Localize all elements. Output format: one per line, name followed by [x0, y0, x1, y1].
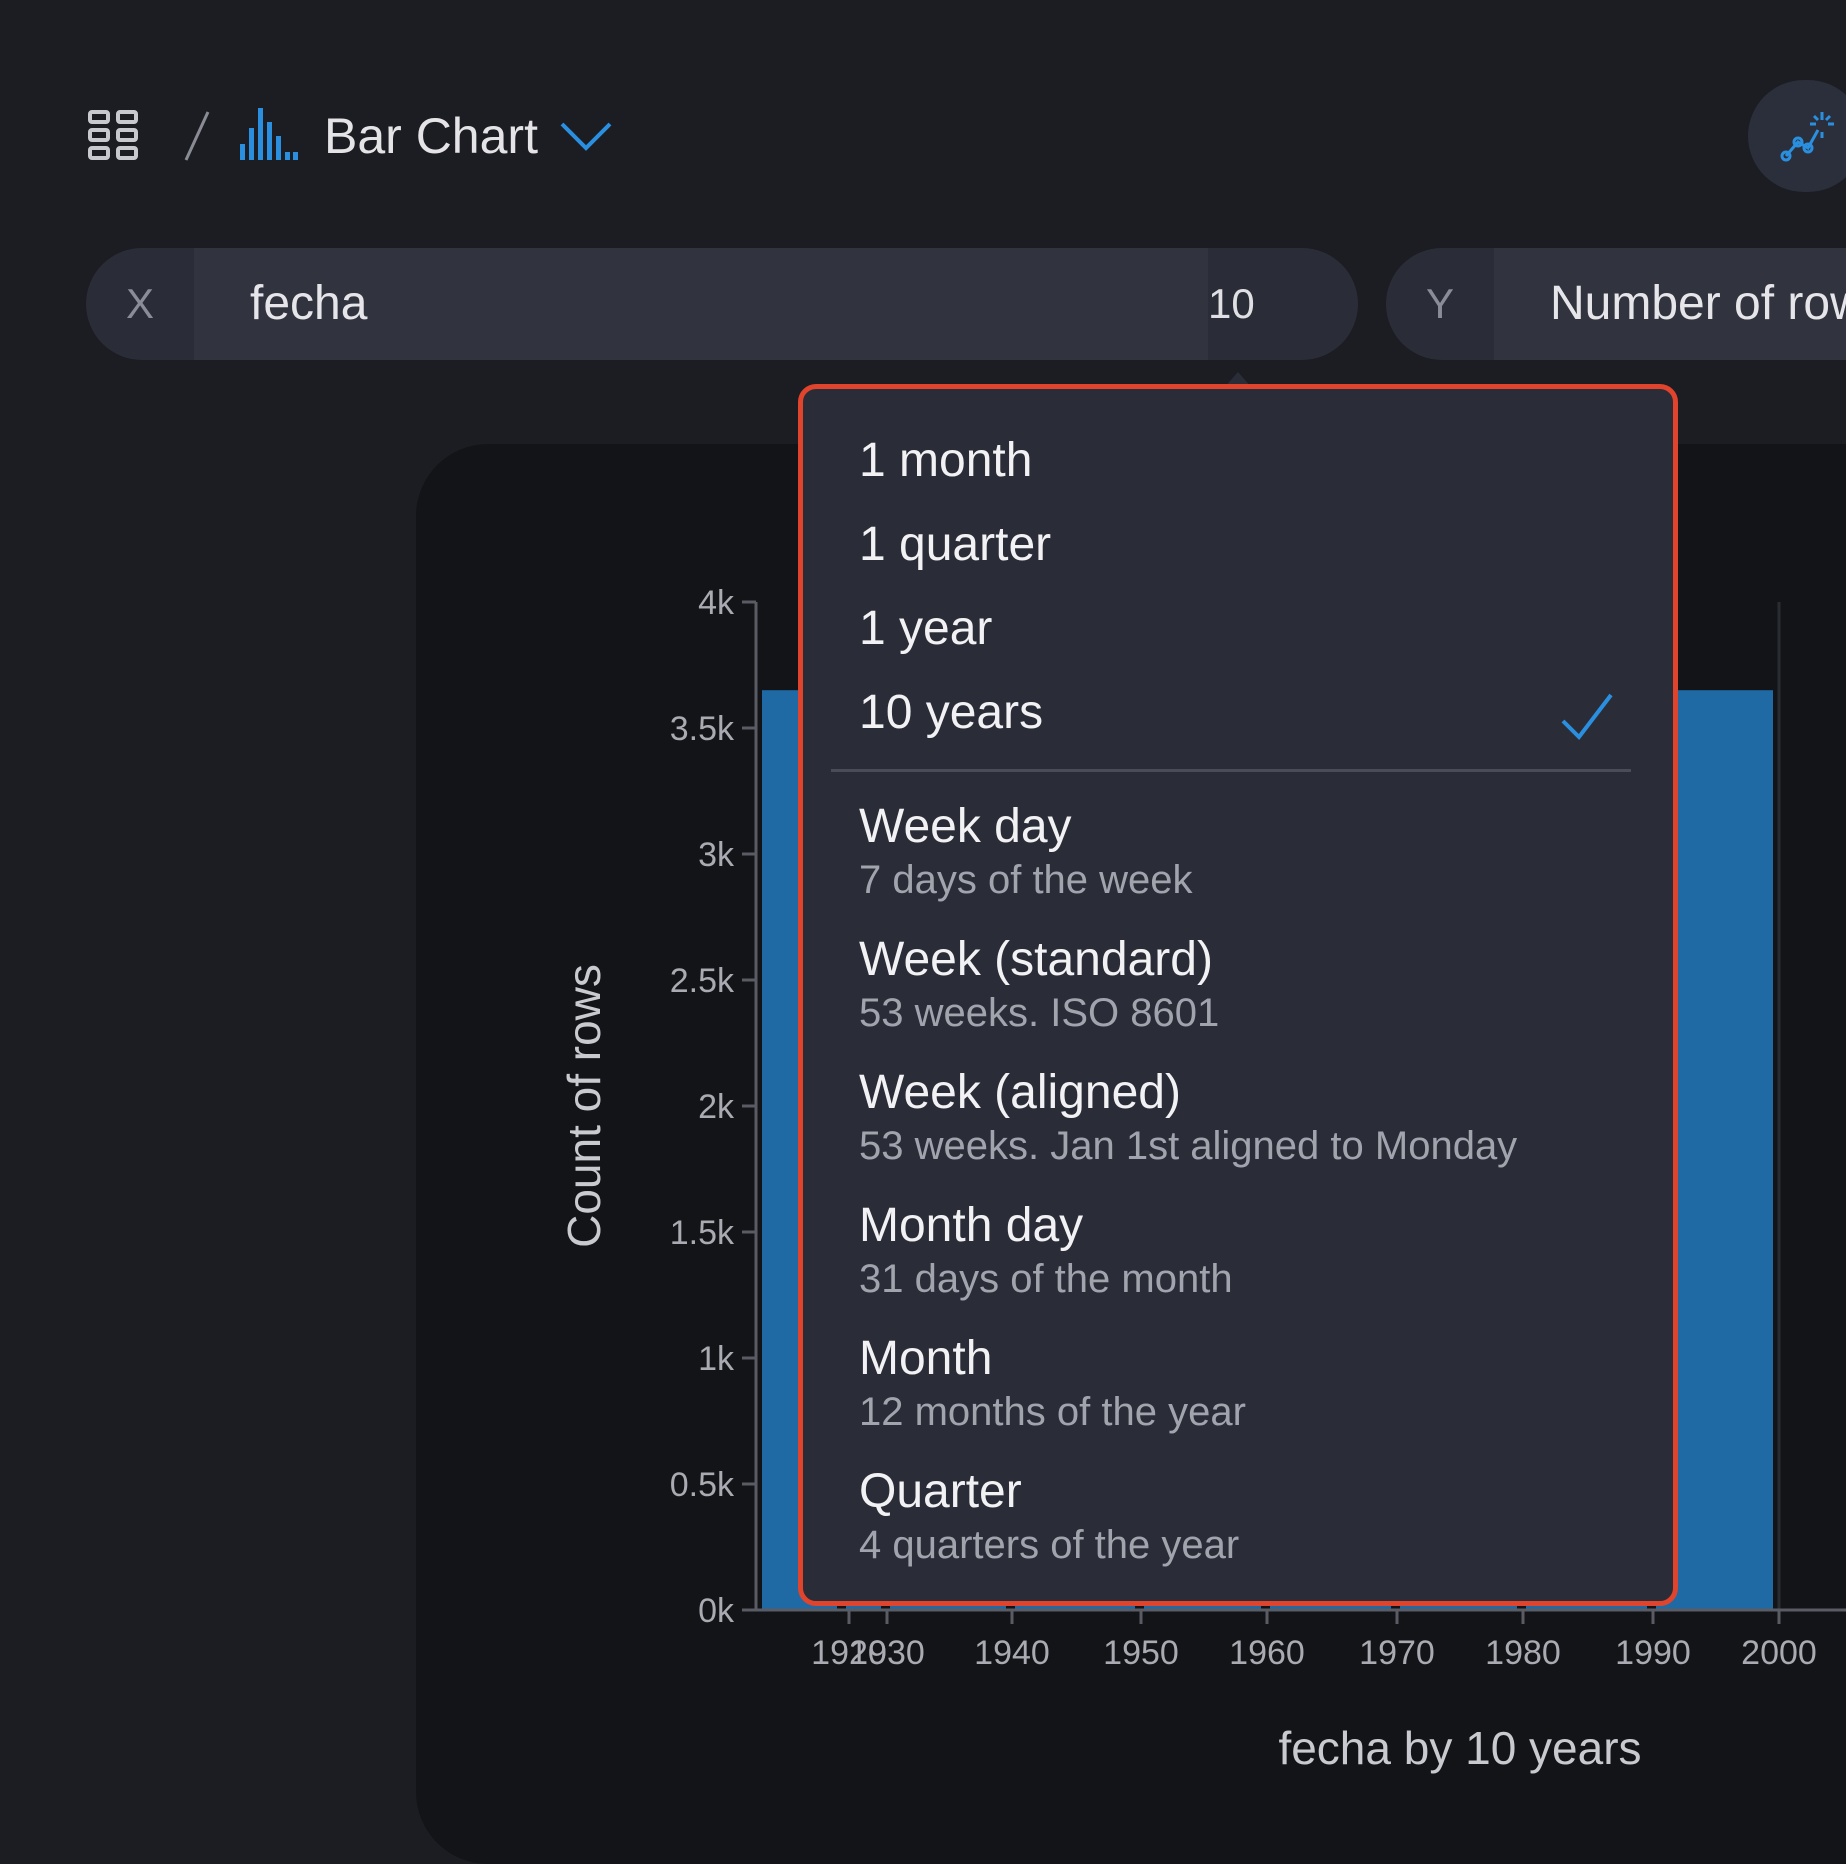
menu-item-label: 1 year	[859, 602, 993, 655]
menu-item-week-day[interactable]: Week day 7 days of the week	[859, 799, 1633, 905]
x-tick-label: 1960	[1229, 1634, 1305, 1672]
menu-item-month[interactable]: Month 12 months of the year	[859, 1331, 1633, 1437]
check-icon	[1561, 693, 1613, 741]
y-tick-label: 1k	[698, 1340, 735, 1378]
menu-item-label: Week day	[859, 800, 1072, 853]
y-tick-label: 3.5k	[670, 710, 735, 748]
x-tick-label: 1930	[849, 1634, 925, 1672]
y-axis-key: Y	[1425, 280, 1454, 327]
menu-item-description: 31 days of the month	[859, 1257, 1233, 1301]
menu-item-label: Month	[859, 1332, 993, 1385]
y-tick-label: 0k	[698, 1592, 735, 1630]
menu-item-week-standard[interactable]: Week (standard) 53 weeks. ISO 8601	[859, 932, 1633, 1038]
menu-divider	[831, 769, 1631, 772]
menu-item-description: 12 months of the year	[859, 1390, 1246, 1434]
menu-item-month-day[interactable]: Month day 31 days of the month	[859, 1198, 1633, 1304]
x-tick-label: 1970	[1359, 1634, 1435, 1672]
menu-item-week-aligned[interactable]: Week (aligned) 53 weeks. Jan 1st aligned…	[859, 1065, 1633, 1171]
x-axis-title: fecha by 10 years	[1278, 1722, 1641, 1774]
y-tick-label: 4k	[698, 584, 735, 622]
menu-item-description: 53 weeks. ISO 8601	[859, 991, 1220, 1035]
x-tick-label: 1940	[974, 1634, 1050, 1672]
chevron-down-icon[interactable]	[558, 118, 614, 154]
y-tick-label: 2k	[698, 1088, 735, 1126]
x-axis-selector: X fecha 10 years	[86, 248, 1358, 360]
menu-item-1-year[interactable]: 1 year	[859, 601, 1633, 657]
x-tick-label: 1950	[1103, 1634, 1179, 1672]
bar-chart-icon	[240, 108, 298, 160]
menu-item-1-month[interactable]: 1 month	[859, 433, 1633, 489]
x-axis-field[interactable]: fecha	[194, 248, 1208, 360]
x-tick-label: 1980	[1485, 1634, 1561, 1672]
y-tick-label: 3k	[698, 836, 735, 874]
y-axis-field[interactable]: Number of rows	[1494, 248, 1846, 360]
menu-item-label: Quarter	[859, 1465, 1022, 1518]
y-axis-title: Count of rows	[558, 964, 610, 1248]
grid-icon[interactable]	[88, 110, 140, 162]
y-tick-label: 1.5k	[670, 1214, 735, 1252]
x-tick-label: 1990	[1615, 1634, 1691, 1672]
bin-dropdown-menu: 1 month 1 quarter 1 year 10 years Week d…	[798, 384, 1678, 1606]
menu-item-label: 1 month	[859, 434, 1033, 487]
menu-item-label: Week (aligned)	[859, 1066, 1181, 1119]
menu-item-quarter[interactable]: Quarter 4 quarters of the year	[859, 1464, 1633, 1570]
y-axis-selector: Y Number of rows	[1386, 248, 1846, 360]
menu-item-label: Week (standard)	[859, 933, 1213, 986]
menu-item-10-years[interactable]: 10 years	[859, 685, 1633, 741]
menu-item-label: 1 quarter	[859, 518, 1052, 571]
y-tick-label: 0.5k	[670, 1466, 735, 1504]
menu-item-1-quarter[interactable]: 1 quarter	[859, 517, 1633, 573]
y-tick-label: 2.5k	[670, 962, 735, 1000]
breadcrumb-separator	[184, 111, 210, 161]
x-axis-bin-selector[interactable]: 10 years	[1208, 280, 1255, 327]
menu-item-label: Month day	[859, 1199, 1084, 1252]
x-tick-label: 2000	[1741, 1634, 1817, 1672]
menu-item-description: 4 quarters of the year	[859, 1523, 1240, 1567]
x-axis-key: X	[125, 280, 154, 327]
x-tick-label: 1920	[811, 1634, 887, 1672]
magic-wand-icon	[1780, 112, 1834, 162]
magic-wand-button[interactable]	[1748, 80, 1846, 192]
chart-type-label[interactable]: Bar Chart	[324, 108, 538, 164]
menu-item-description: 53 weeks. Jan 1st aligned to Monday	[859, 1124, 1518, 1168]
menu-item-description: 7 days of the week	[859, 858, 1193, 902]
menu-item-label: 10 years	[859, 686, 1044, 739]
